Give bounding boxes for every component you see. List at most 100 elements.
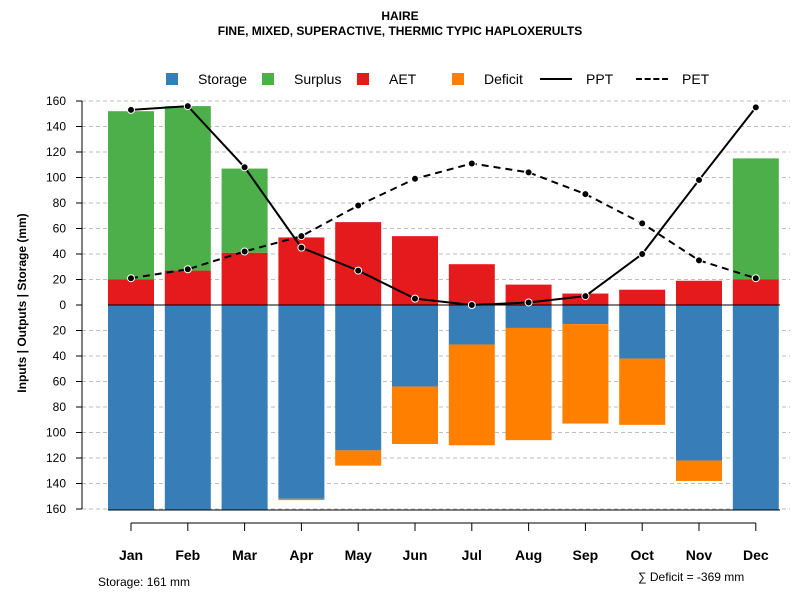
y-tick-label: 140: [46, 120, 66, 134]
y-tick-label: 0: [59, 298, 66, 312]
storage-bar: [732, 305, 779, 511]
pet-point: [411, 174, 419, 183]
y-tick-label: 140: [46, 477, 66, 491]
ppt-line: [130, 105, 757, 307]
x-tick-label: Oct: [631, 547, 655, 563]
storage-bar: [619, 305, 666, 359]
ppt-point: [240, 163, 249, 172]
aet-bar: [732, 279, 779, 305]
y-tick-label: 120: [46, 145, 66, 159]
y-tick-label: 20: [53, 324, 67, 338]
y-tick-label: 40: [53, 247, 67, 261]
y-tick-label: 40: [53, 349, 67, 363]
deficit-bar: [278, 498, 325, 501]
storage-bar: [562, 305, 609, 325]
y-tick-label: 160: [46, 502, 66, 516]
legend-ppt: PPT: [540, 70, 613, 88]
legend-storage: Storage: [166, 70, 247, 88]
surplus-bar: [221, 168, 268, 253]
y-tick-label: 120: [46, 451, 66, 465]
pet-point: [240, 247, 249, 256]
aet-bar: [619, 289, 666, 305]
deficit-bar: [562, 324, 609, 424]
surplus-bar: [732, 158, 779, 280]
pet-point: [695, 256, 703, 265]
pet-point: [183, 265, 192, 274]
x-tick-label: Aug: [515, 547, 542, 563]
y-tick-label: 60: [53, 375, 67, 389]
storage-note: Storage: 161 mm: [98, 575, 191, 589]
x-tick-label: Sep: [573, 547, 599, 563]
surplus-bar: [164, 106, 211, 271]
aet-bar: [505, 284, 552, 305]
storage-bar: [335, 305, 382, 451]
legend-deficit: Deficit: [452, 70, 523, 88]
y-axis-label: Inputs | Outputs | Storage (mm): [15, 213, 29, 393]
legend-ppt-label: PPT: [586, 71, 614, 87]
legend-deficit-label: Deficit: [484, 71, 523, 87]
ppt-point: [524, 298, 533, 307]
aet-bar: [676, 280, 722, 305]
deficit-note: ∑ Deficit = -369 mm: [638, 570, 745, 584]
ppt-point: [411, 294, 419, 303]
x-tick-label: Nov: [686, 547, 713, 563]
pet-point: [751, 274, 760, 283]
x-tick-label: Dec: [743, 547, 769, 563]
storage-bar: [448, 305, 495, 345]
ppt-point: [183, 102, 192, 111]
y-tick-label: 80: [53, 196, 67, 210]
storage-bar: [108, 305, 154, 511]
pet-line: [130, 162, 757, 280]
legend-pet-label: PET: [682, 71, 710, 87]
storage-bar: [392, 305, 438, 387]
storage-bar: [164, 305, 211, 511]
deficit-bar: [676, 460, 722, 481]
deficit-bar: [505, 327, 552, 441]
legend-pet: PET: [636, 70, 709, 88]
pet-point: [127, 274, 135, 283]
y-tick-label: 100: [46, 426, 66, 440]
ppt-point: [751, 103, 760, 112]
aet-swatch-icon: [357, 73, 369, 85]
deficit-swatch-icon: [452, 73, 464, 85]
ppt-point: [638, 250, 647, 258]
surplus-swatch-icon: [262, 73, 274, 85]
storage-swatch-icon: [166, 73, 178, 85]
storage-bar: [278, 305, 325, 499]
ppt-point: [354, 266, 363, 275]
legend-storage-label: Storage: [198, 71, 248, 87]
ppt-point: [581, 292, 590, 301]
storage-bar: [505, 305, 552, 328]
ppt-line-icon: [540, 78, 572, 80]
y-tick-label: 20: [53, 273, 67, 287]
aet-bar: [164, 270, 211, 305]
y-tick-label: 160: [46, 94, 66, 108]
pet-point: [581, 190, 590, 199]
storage-bar: [221, 305, 268, 511]
ppt-point: [467, 301, 476, 309]
legend-surplus: Surplus: [262, 70, 341, 88]
pet-point: [524, 168, 533, 177]
pet-point: [638, 219, 647, 228]
chart-subtitle: FINE, MIXED, SUPERACTIVE, THERMIC TYPIC …: [217, 24, 583, 38]
pet-line-icon: [636, 78, 668, 80]
pet-point: [297, 232, 306, 241]
x-tick-label: Jan: [119, 547, 143, 563]
y-tick-label: 80: [53, 400, 67, 414]
ppt-point: [695, 176, 703, 185]
aet-bar: [221, 252, 268, 305]
deficit-bar: [392, 386, 438, 444]
storage-bar: [676, 305, 722, 461]
x-tick-label: May: [345, 547, 372, 563]
x-tick-label: Jul: [462, 547, 482, 563]
ppt-point: [297, 243, 306, 252]
x-tick-label: Mar: [232, 547, 257, 563]
chart-title: HAIRE: [381, 9, 419, 23]
pet-point: [467, 159, 476, 168]
surplus-bar: [108, 111, 154, 280]
ppt-point: [127, 105, 135, 114]
pet-point: [354, 201, 363, 210]
deficit-bar: [335, 450, 382, 466]
legend-aet: AET: [357, 70, 416, 88]
